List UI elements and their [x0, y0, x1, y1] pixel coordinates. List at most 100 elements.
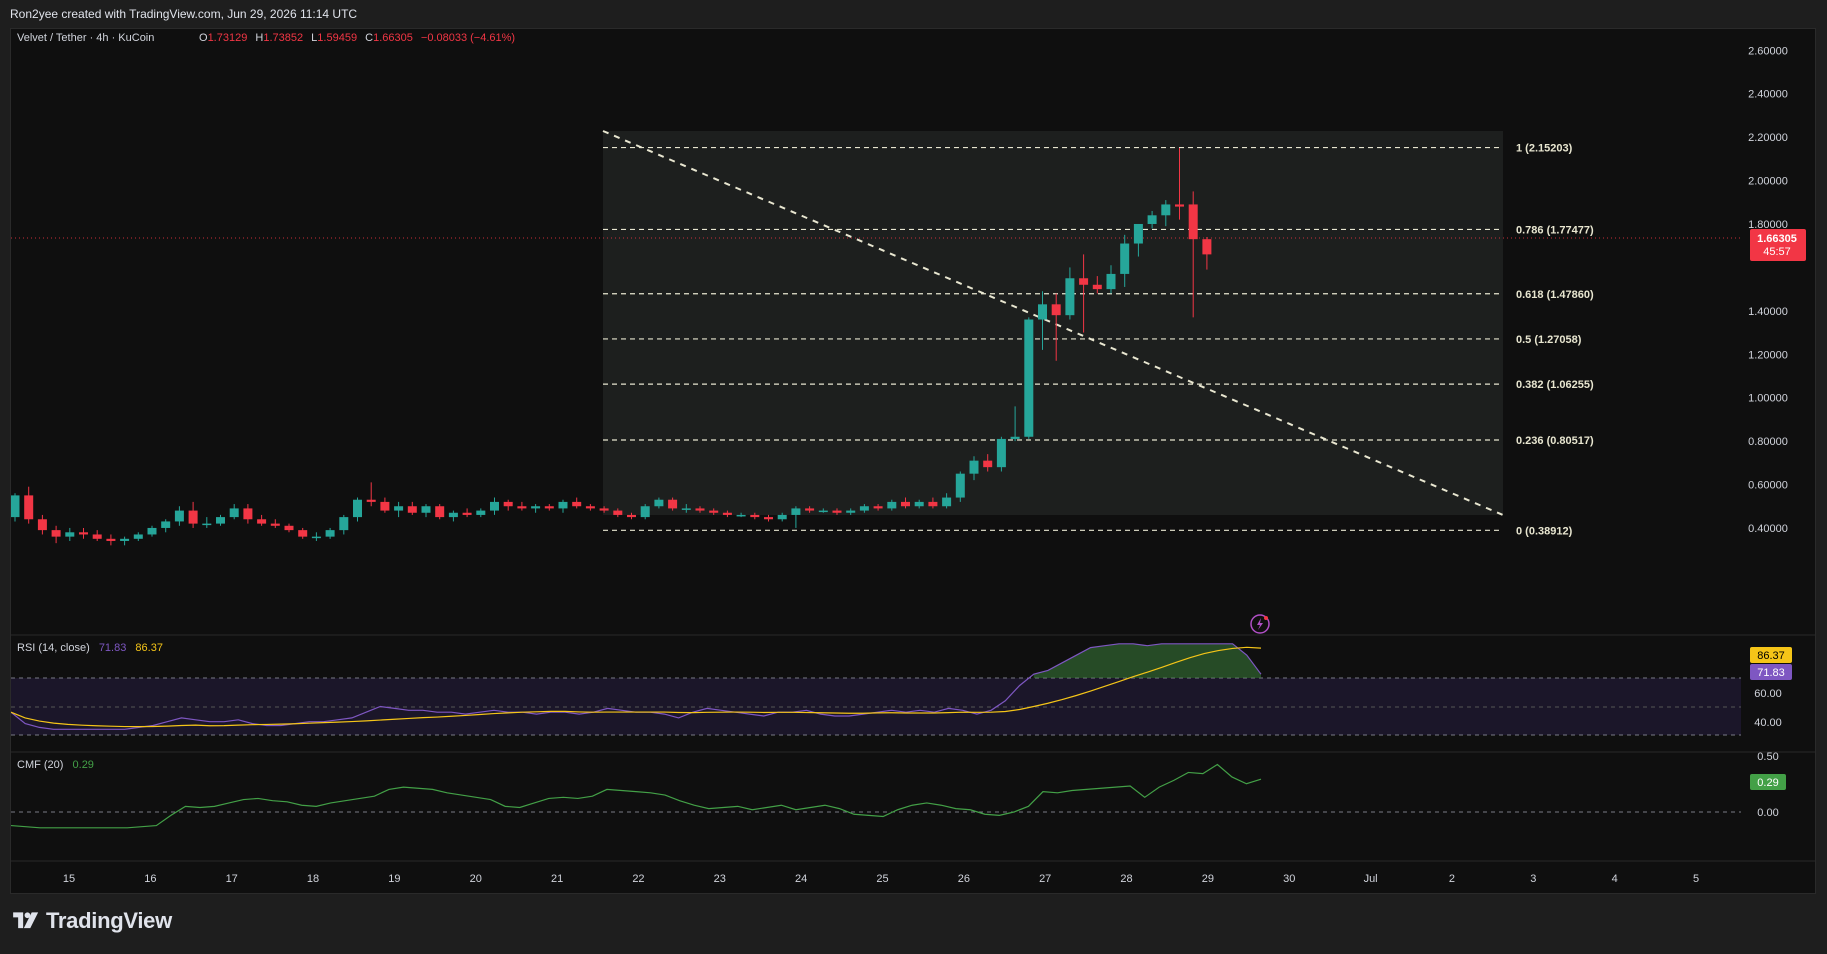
candle-body[interactable]	[339, 517, 349, 531]
candle-body[interactable]	[311, 536, 321, 539]
candle-body[interactable]	[1051, 304, 1061, 316]
candle-body[interactable]	[257, 519, 267, 524]
fib-level-label: 0.5 (1.27058)	[1516, 334, 1582, 346]
candle-body[interactable]	[1188, 204, 1198, 240]
candle-body[interactable]	[407, 506, 417, 513]
candle-body[interactable]	[558, 501, 568, 509]
candle-body[interactable]	[859, 506, 869, 511]
candle-body[interactable]	[325, 530, 335, 537]
candle-body[interactable]	[503, 501, 513, 507]
candle-body[interactable]	[394, 506, 404, 511]
candle-body[interactable]	[517, 506, 527, 509]
candle-body[interactable]	[37, 519, 47, 531]
candle-body[interactable]	[1120, 243, 1130, 274]
candle-body[interactable]	[764, 517, 773, 520]
candle-body[interactable]	[695, 508, 705, 511]
candle-body[interactable]	[585, 506, 595, 509]
candle-body[interactable]	[435, 506, 445, 518]
candle-body[interactable]	[942, 497, 952, 507]
fib-zone[interactable]	[603, 131, 1503, 515]
candle-body[interactable]	[805, 508, 815, 511]
chart-frame[interactable]: 1 (2.15203) 0.786 (1.77477) 0.618 (1.47860…	[10, 28, 1816, 894]
candle-body[interactable]	[1175, 204, 1184, 207]
candle-body[interactable]	[1106, 273, 1116, 290]
candle-body[interactable]	[914, 501, 924, 507]
candle-body[interactable]	[613, 510, 623, 515]
candle-body[interactable]	[161, 521, 171, 528]
candle-body[interactable]	[681, 508, 691, 510]
tradingview-logo[interactable]: TradingView	[12, 908, 172, 934]
candle-body[interactable]	[24, 495, 34, 520]
candle-body[interactable]	[79, 532, 88, 535]
candle-body[interactable]	[873, 506, 883, 509]
candle-body[interactable]	[777, 514, 787, 520]
candle-body[interactable]	[147, 527, 157, 535]
candle-body[interactable]	[818, 510, 828, 513]
candle-body[interactable]	[51, 530, 61, 537]
candle-body[interactable]	[832, 510, 842, 513]
candle-body[interactable]	[202, 523, 212, 526]
candle-body[interactable]	[243, 508, 253, 520]
candle-body[interactable]	[462, 512, 472, 515]
candle-body[interactable]	[531, 506, 541, 509]
candle-body[interactable]	[544, 506, 554, 509]
candle-body[interactable]	[654, 499, 664, 507]
price-axis[interactable]: 2.60000 2.40000 2.20000 2.00000 1.80000 1.400…	[1748, 45, 1788, 535]
candle-body[interactable]	[174, 510, 184, 522]
candle-body[interactable]	[736, 514, 746, 517]
candle-body[interactable]	[284, 525, 294, 531]
candle-body[interactable]	[1161, 204, 1171, 216]
candle-body[interactable]	[846, 510, 856, 513]
rsi-ma-line[interactable]	[10, 646, 1262, 728]
candle-body[interactable]	[366, 499, 376, 502]
candle-body[interactable]	[106, 538, 116, 541]
candle-body[interactable]	[1133, 223, 1143, 244]
candle-body[interactable]	[65, 532, 75, 537]
candle-body[interactable]	[969, 460, 979, 474]
rsi-tag-text: 71.83	[1757, 667, 1785, 679]
candle-body[interactable]	[983, 460, 993, 468]
candle-body[interactable]	[229, 508, 239, 518]
time-axis[interactable]: 15 16 17 18 19 20 21 22 23 24 25 26 27 28 29 30 Jul 2 3 4 5	[63, 873, 1699, 885]
candle-body[interactable]	[1024, 319, 1034, 437]
candle-body[interactable]	[353, 499, 362, 518]
candle-body[interactable]	[216, 517, 225, 524]
candle-body[interactable]	[928, 501, 938, 507]
candle-body[interactable]	[421, 506, 431, 513]
candle-body[interactable]	[270, 523, 280, 526]
candle-body[interactable]	[120, 538, 130, 541]
candle-body[interactable]	[901, 501, 910, 507]
candle-body[interactable]	[1147, 215, 1157, 224]
candle-body[interactable]	[627, 514, 636, 518]
candle-body[interactable]	[996, 438, 1006, 468]
candle-body[interactable]	[572, 501, 582, 507]
candle-body[interactable]	[380, 501, 390, 511]
candle-body[interactable]	[1038, 304, 1047, 320]
candle-body[interactable]	[1092, 284, 1102, 290]
candle-body[interactable]	[133, 534, 143, 539]
candle-body[interactable]	[1010, 436, 1020, 439]
candle-body[interactable]	[448, 512, 458, 518]
candle-body[interactable]	[490, 501, 499, 511]
candle-body[interactable]	[476, 510, 486, 515]
candle-body[interactable]	[668, 499, 678, 509]
candle-body[interactable]	[722, 512, 732, 515]
candle-body[interactable]	[709, 510, 719, 513]
candle-body[interactable]	[10, 495, 20, 518]
candle-body[interactable]	[640, 506, 650, 518]
candle-body[interactable]	[188, 510, 198, 524]
candle-body[interactable]	[1065, 278, 1075, 316]
alert-bolt-icon[interactable]	[1250, 614, 1270, 634]
candle-body[interactable]	[1202, 239, 1212, 255]
cmf-line[interactable]	[10, 763, 1262, 829]
chart-svg[interactable]: 1 (2.15203) 0.786 (1.77477) 0.618 (1.47860…	[10, 29, 1815, 893]
candle-body[interactable]	[1079, 278, 1089, 285]
fib-level-label: 0.786 (1.77477)	[1516, 224, 1594, 236]
candle-body[interactable]	[750, 514, 760, 518]
candle-body[interactable]	[791, 508, 801, 515]
candle-body[interactable]	[599, 508, 609, 511]
candle-body[interactable]	[298, 530, 308, 537]
candle-body[interactable]	[887, 501, 897, 509]
candle-body[interactable]	[92, 534, 102, 539]
candle-body[interactable]	[955, 473, 965, 498]
